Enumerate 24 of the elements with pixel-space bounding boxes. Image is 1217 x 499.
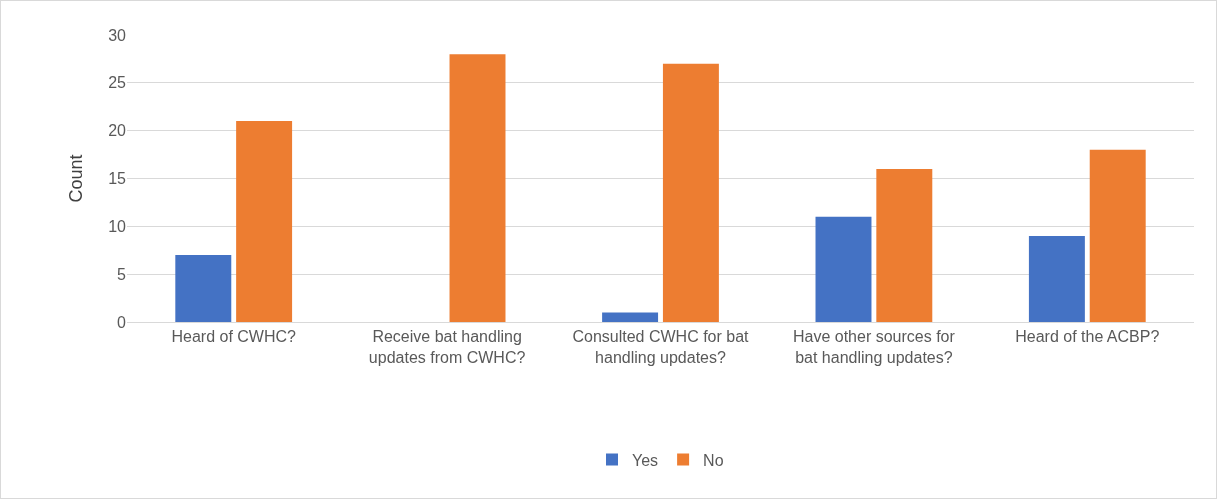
bar xyxy=(236,121,293,322)
bar xyxy=(662,63,719,322)
x-tick-label: Have other sources for bat handling updates? xyxy=(792,328,956,366)
x-tick-label: Consulted CWHC for bat handling updates? xyxy=(572,328,750,366)
y-axis-title: Count xyxy=(66,154,87,203)
legend-label: Yes xyxy=(632,451,659,469)
y-tick-label: 30 xyxy=(108,26,127,44)
y-tick-label: 20 xyxy=(108,122,127,140)
bar xyxy=(815,216,872,322)
y-tick-label: 25 xyxy=(108,74,127,92)
y-tick-label: 10 xyxy=(108,217,127,235)
bar xyxy=(1089,149,1146,322)
bar xyxy=(175,255,232,322)
y-tick-label: 0 xyxy=(117,313,127,331)
bar xyxy=(1028,235,1085,322)
y-tick-label: 15 xyxy=(108,170,127,188)
legend-label: No xyxy=(703,451,724,469)
y-tick-label: 5 xyxy=(117,265,127,283)
bar xyxy=(449,54,506,322)
x-tick-label: Heard of the ACBP? xyxy=(1015,328,1160,346)
x-tick-label: Receive bat handling updates from CWHC? xyxy=(368,328,526,366)
bar xyxy=(876,168,933,322)
bar xyxy=(602,312,659,322)
x-tick-label: Heard of CWHC? xyxy=(171,328,297,346)
